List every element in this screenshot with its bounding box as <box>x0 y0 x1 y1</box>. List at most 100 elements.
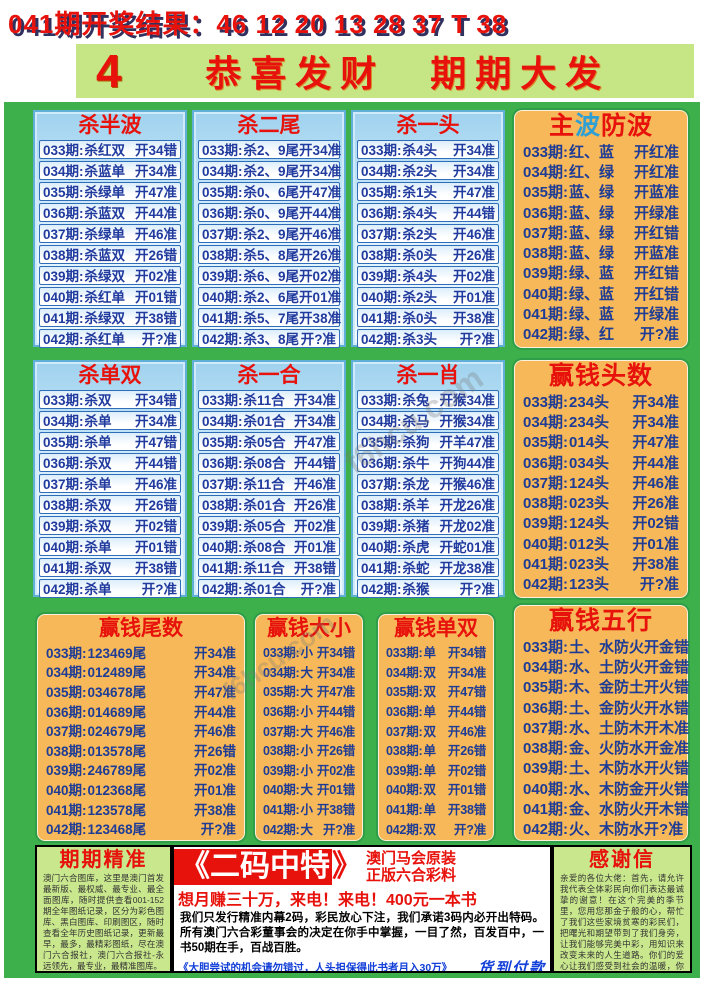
record-row: 042期: 123468尾 开?准 <box>43 818 239 838</box>
row-pick: 杀11合 <box>243 393 285 409</box>
record-row: 037期: 大开46准 <box>261 720 357 740</box>
row-period: 039期: <box>386 763 423 778</box>
record-row: 040期: 012头 开01准 <box>520 533 682 553</box>
row-result: 开46准 <box>447 724 486 739</box>
row-period: 039期: <box>202 269 243 285</box>
row-period: 033期: <box>43 143 84 159</box>
row-result: 开火错 <box>644 760 690 778</box>
row-result: 开红错 <box>633 265 679 283</box>
row-pick: 双 <box>423 665 437 680</box>
record-row: 039期: 杀双 开02错 <box>39 515 181 535</box>
record-row: 039期: 杀4头 开02准 <box>357 265 499 285</box>
record-row: 038期: 蓝、绿 开蓝准 <box>520 242 682 262</box>
row-result: 开26错 <box>193 743 236 759</box>
row-result: 开01准 <box>299 290 342 306</box>
row-pick: 绿、蓝 <box>569 285 615 303</box>
record-row: 035期: 杀单 开47错 <box>39 431 181 451</box>
row-result: 开34准 <box>299 164 342 180</box>
row-period: 038期: <box>43 498 84 514</box>
row-pick: 杀01合 <box>243 582 286 598</box>
row-period: 038期: <box>361 498 402 514</box>
row-result: 开34准 <box>316 665 355 680</box>
row-result: 开38准 <box>632 556 679 574</box>
row-period: 040期: <box>263 783 300 798</box>
ad-banner-row: 《二码中特 》 澳门马会原装 正版六合彩料 <box>174 849 550 885</box>
box-title: 感谢信 <box>589 849 655 871</box>
row-period: 036期: <box>43 456 84 472</box>
row-pick: 杀5、7尾 <box>243 311 300 327</box>
row-pick: 杀2头 <box>402 164 438 180</box>
row-period: 042期: <box>361 582 402 598</box>
row-result: 开34错 <box>134 143 177 159</box>
row-period: 039期: <box>523 760 569 778</box>
row-pick: 杀红单 <box>84 290 126 306</box>
main-green-canvas: 杀半波 033期: 杀红双 开34错 034期: 杀蓝单 开34准 035期: 杀绿单 开47准… <box>4 102 700 978</box>
record-row: 038期: 杀双 开26错 <box>39 494 181 514</box>
record-row: 033期: 杀11合 开34准 <box>198 389 340 409</box>
row-result: 开34错 <box>134 393 177 409</box>
row-period: 034期: <box>523 163 569 181</box>
row-pick: 杀5、8尾 <box>243 248 300 264</box>
record-row: 036期: 杀4头 开44错 <box>357 202 499 222</box>
record-row: 042期: 杀3头 开?准 <box>357 328 499 348</box>
row-result: 开?准 <box>322 822 355 837</box>
row-period: 034期: <box>523 413 569 431</box>
row-pick: 123578尾 <box>87 802 147 818</box>
row-result: 开猴34准 <box>439 414 495 430</box>
row-period: 042期: <box>43 582 84 598</box>
row-period: 039期: <box>202 519 243 535</box>
row-result: 开02准 <box>316 763 355 778</box>
row-pick: 单 <box>423 803 437 818</box>
record-row: 037期: 024679尾 开46准 <box>43 720 239 740</box>
record-row: 033期: 杀2、9尾 开34准 <box>198 139 341 159</box>
record-row: 035期: 蓝、绿 开蓝准 <box>520 182 682 202</box>
row-pick: 杀羊 <box>402 498 430 514</box>
rows: 033期: 小开34错 034期: 大开34准 035期: 大开47准 036期: 小开44错… <box>261 642 357 838</box>
record-row: 041期: 杀双 开38错 <box>39 557 181 577</box>
row-pick: 杀2、9尾 <box>243 143 300 159</box>
row-pick: 034678尾 <box>87 684 147 700</box>
rows: 033期: 杀2、9尾 开34准 034期: 杀2、9尾 开34准 035期: 杀0、6尾 开4… <box>198 139 342 348</box>
record-row: 036期: 小开44错 <box>261 701 357 721</box>
record-row: 039期: 124头 开02错 <box>520 513 682 533</box>
row-result: 开44错 <box>293 456 336 472</box>
record-row: 041期: 杀0头 开38准 <box>357 307 499 327</box>
row-period: 035期: <box>523 434 569 452</box>
row-result: 开44准 <box>299 206 342 222</box>
ad-banner-bracket: 》 <box>332 850 362 883</box>
row-period: 036期: <box>46 704 87 720</box>
record-row: 035期: 杀0、6尾 开47准 <box>198 181 341 201</box>
record-row: 034期: 双开34准 <box>384 662 488 682</box>
row-pick: 杀绿单 <box>84 185 126 201</box>
row-result: 开龙38准 <box>439 561 495 577</box>
record-row: 042期: 大开?准 <box>261 818 357 838</box>
row-pick: 123头 <box>569 576 610 594</box>
row-pick: 水、木防金 <box>569 780 645 798</box>
row-period: 042期: <box>523 326 569 344</box>
record-row: 038期: 杀羊 开龙26准 <box>357 494 499 514</box>
rows: 033期: 123469尾 开34准 034期: 012489尾 开34准 035期: 034… <box>43 642 239 838</box>
row-pick: 单 <box>423 705 437 720</box>
draw-result-line: 041期开奖结果：46 12 20 13 28 37 T 38 <box>8 9 508 39</box>
row-result: 开01错 <box>134 290 177 306</box>
row-pick: 绿、蓝 <box>569 306 615 324</box>
title-char: 波 <box>574 112 601 140</box>
row-pick: 杀单 <box>84 582 112 598</box>
record-row: 038期: 杀0头 开26准 <box>357 244 499 264</box>
row-result: 开绿准 <box>633 204 679 222</box>
row-period: 041期: <box>202 561 243 577</box>
row-result: 开02准 <box>293 519 336 535</box>
row-period: 039期: <box>43 519 84 535</box>
row-period: 037期: <box>43 227 84 243</box>
record-row: 035期: 木、金防土 开火错 <box>520 677 689 697</box>
row-pick: 火、木防水 <box>569 821 645 839</box>
record-row: 039期: 杀6、9尾 开02准 <box>198 265 341 285</box>
panel-title: 赢钱尾数 <box>99 617 183 640</box>
row-pick: 杀红双 <box>84 143 126 159</box>
panel-win-big-small: 赢钱大小 033期: 小开34错 034期: 大开34准 035期: 大开47准 036期:… <box>253 612 365 843</box>
record-row: 040期: 杀2头 开01准 <box>357 286 499 306</box>
row-result: 开01错 <box>447 783 486 798</box>
record-row: 040期: 杀红单 开01错 <box>39 286 181 306</box>
row-period: 040期: <box>523 535 569 553</box>
sheet-number: 4 <box>96 45 122 97</box>
